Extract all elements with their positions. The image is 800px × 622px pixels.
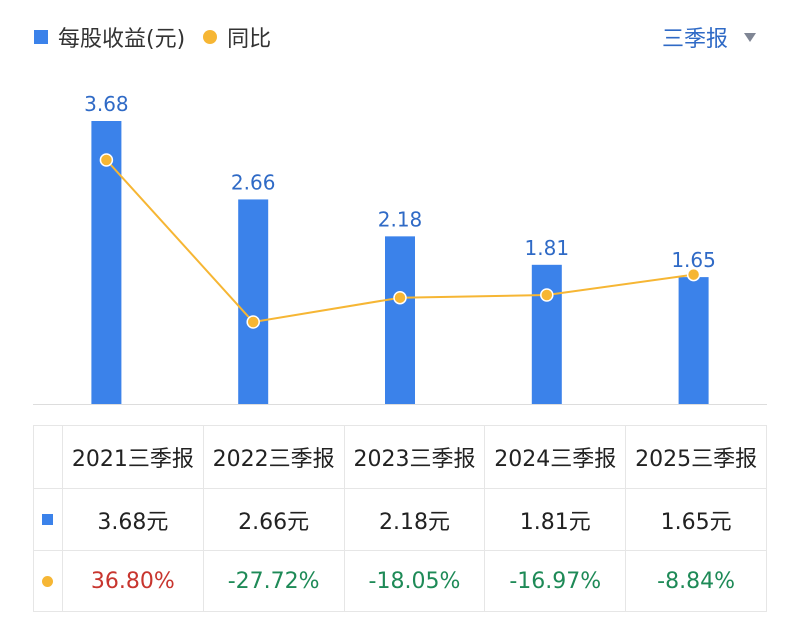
table-cell: -16.97% (484, 551, 625, 612)
table-header-cell: 2024三季报 (484, 426, 625, 488)
legend-eps-label: 每股收益(元) (58, 27, 186, 52)
yoy-point-2022三季报 (246, 315, 260, 329)
table-cell: -18.05% (343, 551, 485, 612)
table-cell: -8.84% (625, 551, 766, 612)
bar-value-label: 1.81 (525, 236, 570, 260)
legend-yoy-label: 同比 (227, 27, 272, 52)
table-header-row: 2021三季报 2022三季报 2023三季报 2024三季报 2025三季报 (34, 426, 766, 488)
yoy-point-2021三季报 (99, 153, 114, 167)
eps-row-marker (34, 489, 62, 550)
legend-bar-swatch (34, 30, 48, 44)
table-cell: -27.72% (202, 551, 344, 612)
period-selector-label: 三季报 (661, 27, 728, 52)
line-marker-icon (42, 576, 54, 587)
yoy-point-2024三季报 (540, 288, 554, 302)
table-cell: 2.18元 (343, 489, 485, 550)
table-cell: 2.66元 (202, 489, 344, 550)
table-header-cell: 2023三季报 (343, 426, 485, 488)
yoy-row-marker (34, 551, 62, 612)
bar-marker-icon (42, 514, 54, 525)
table-cell: 36.80% (61, 551, 203, 612)
legend-line-swatch (203, 30, 218, 44)
caret-down-icon (744, 32, 756, 42)
eps-table: 2021三季报 2022三季报 2023三季报 2024三季报 2025三季报 … (33, 425, 767, 612)
table-header-cell: 2021三季报 (61, 426, 203, 488)
bar-value-label: 2.18 (378, 207, 423, 231)
chart-legend: 每股收益(元) 同比 (34, 22, 289, 52)
table-corner-cell (34, 426, 62, 488)
table-cell: 1.81元 (484, 489, 625, 550)
table-cell: 1.65元 (625, 489, 766, 550)
legend-item-yoy[interactable]: 同比 (203, 21, 271, 53)
bar-value-label: 2.66 (231, 170, 276, 194)
eps-chart: 3.682.662.181.811.65 (33, 92, 767, 405)
table-row-yoy: 36.80% -27.72% -18.05% -16.97% -8.84% (34, 550, 766, 612)
table-header-cell: 2025三季报 (625, 426, 766, 488)
legend-item-eps[interactable]: 每股收益(元) (34, 21, 185, 53)
period-selector[interactable]: 三季报 (662, 22, 756, 52)
bar-2025三季报 (678, 277, 709, 404)
table-header-cell: 2022三季报 (202, 426, 344, 488)
bar-value-label: 3.68 (84, 92, 129, 116)
yoy-point-2025三季报 (686, 267, 701, 282)
bar-2022三季报 (238, 199, 269, 404)
bar-2021三季报 (91, 121, 122, 404)
bar-2023三季报 (385, 236, 415, 404)
yoy-point-2023三季报 (393, 290, 407, 305)
table-cell: 3.68元 (61, 489, 203, 550)
table-row-eps: 3.68元 2.66元 2.18元 1.81元 1.65元 (34, 488, 766, 550)
bar-2024三季报 (531, 264, 562, 404)
